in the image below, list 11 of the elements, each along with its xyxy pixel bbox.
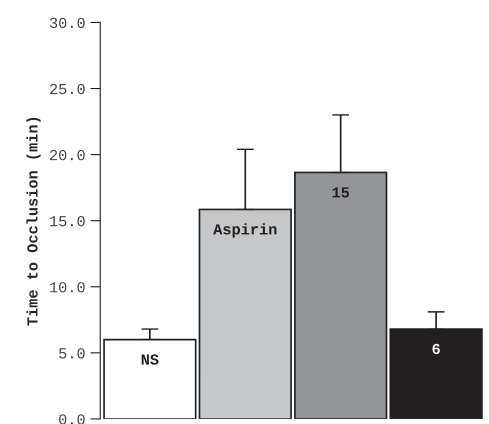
x-tick-label: 15 (332, 187, 350, 198)
y-tick-label: 5.0 (59, 348, 85, 359)
y-tick-label: 25.0 (50, 84, 85, 94)
y-tick-label: 30.0 (50, 18, 85, 28)
x-tick-label: Aspirin (213, 223, 276, 238)
y-tick-label: 10.0 (50, 282, 85, 292)
x-tick-label: NS (142, 354, 159, 365)
x-tick-label: 6 (432, 344, 440, 354)
y-axis-title: Time to Occlusion (min) (26, 118, 41, 326)
y-tick-label: 15.0 (50, 216, 85, 226)
y-tick-label: 20.0 (50, 150, 85, 160)
